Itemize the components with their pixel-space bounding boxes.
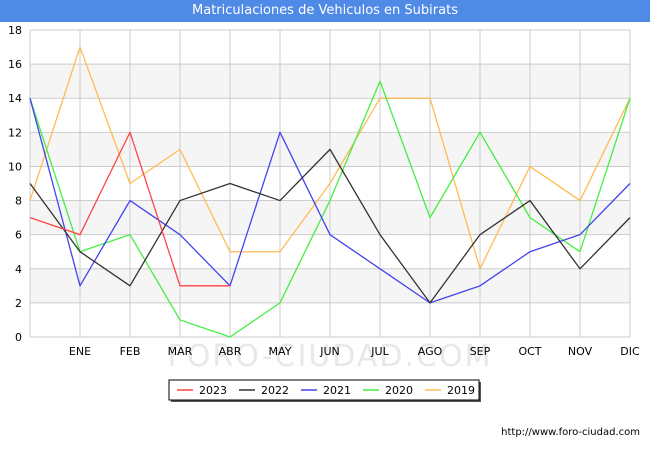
series-line-2023 (29, 131, 230, 287)
legend-label-2023: 2023 (199, 384, 227, 397)
x-axis-ticks: ENE FEB MAR ABR MAY JUN JUL AGO SEP OCT NOV DIC (69, 345, 640, 358)
legend-label-2021: 2021 (323, 384, 351, 397)
legend-box (168, 379, 480, 401)
y-axis-ticks: 0 2 4 6 8 10 12 14 16 18 (8, 24, 22, 344)
x-tick-label: AGO (418, 345, 443, 358)
footer-url: http://www.foro-ciudad.com (501, 427, 640, 438)
y-tick-label: 4 (15, 263, 22, 276)
legend-label-2022: 2022 (261, 384, 289, 397)
x-tick-label: MAY (269, 345, 292, 358)
x-tick-label: DIC (620, 345, 640, 358)
y-tick-label: 18 (8, 24, 22, 37)
x-tick-label: ABR (219, 345, 242, 358)
x-tick-label: SEP (470, 345, 491, 358)
x-tick-label: ENE (69, 345, 91, 358)
y-tick-label: 16 (8, 58, 22, 71)
y-tick-label: 14 (8, 92, 22, 105)
x-tick-label: OCT (518, 345, 541, 358)
series-line-2021 (29, 98, 631, 304)
y-tick-label: 10 (8, 160, 22, 173)
x-tick-label: JUN (319, 345, 340, 358)
legend: 2023 2022 2021 2020 2019 (168, 379, 481, 402)
y-tick-label: 12 (8, 126, 22, 139)
y-tick-label: 6 (15, 229, 22, 242)
y-tick-label: 8 (15, 195, 22, 208)
x-tick-label: MAR (168, 345, 193, 358)
series-line-2020 (29, 80, 631, 338)
y-tick-label: 0 (15, 331, 22, 344)
series-lines (29, 46, 631, 338)
series-line-2022 (29, 148, 631, 304)
x-tick-label: JUL (370, 345, 389, 358)
y-tick-label: 2 (15, 297, 22, 310)
legend-label-2019: 2019 (447, 384, 475, 397)
legend-label-2020: 2020 (385, 384, 413, 397)
watermark-text: FORO-CIUDAD.COM (168, 339, 493, 374)
x-tick-label: NOV (568, 345, 593, 358)
chart-title: Matriculaciones de Vehiculos en Subirats (0, 0, 650, 22)
series-line-2019 (29, 46, 631, 270)
x-tick-label: FEB (120, 345, 141, 358)
